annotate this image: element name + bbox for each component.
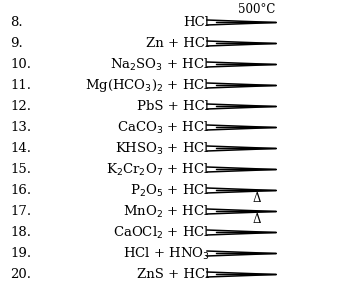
Text: 14.: 14. — [11, 142, 32, 155]
Text: HCl + HNO$_3$: HCl + HNO$_3$ — [123, 245, 209, 262]
Text: Δ: Δ — [253, 192, 261, 205]
Text: HCl: HCl — [183, 16, 209, 29]
Text: 13.: 13. — [11, 121, 32, 134]
Text: 15.: 15. — [11, 163, 32, 176]
Text: 500°C: 500°C — [238, 3, 276, 16]
Text: K$_2$Cr$_2$O$_7$ + HCl: K$_2$Cr$_2$O$_7$ + HCl — [106, 162, 209, 177]
Text: 11.: 11. — [11, 79, 32, 92]
Text: Zn + HCl: Zn + HCl — [146, 37, 209, 50]
Text: CaOCl$_2$ + HCl: CaOCl$_2$ + HCl — [113, 224, 209, 241]
Text: Δ: Δ — [253, 213, 261, 226]
Text: 9.: 9. — [11, 37, 23, 50]
Text: 19.: 19. — [11, 247, 32, 260]
Text: 17.: 17. — [11, 205, 32, 218]
Text: P$_2$O$_5$ + HCl: P$_2$O$_5$ + HCl — [130, 182, 209, 199]
Text: Mg(HCO$_3$)$_2$ + HCl: Mg(HCO$_3$)$_2$ + HCl — [85, 77, 209, 94]
Text: 18.: 18. — [11, 226, 32, 239]
Text: ZnS + HCl: ZnS + HCl — [137, 268, 209, 281]
Text: 12.: 12. — [11, 100, 32, 113]
Text: 16.: 16. — [11, 184, 32, 197]
Text: 20.: 20. — [11, 268, 32, 281]
Text: 10.: 10. — [11, 58, 32, 71]
Text: CaCO$_3$ + HCl: CaCO$_3$ + HCl — [117, 119, 209, 136]
Text: MnO$_2$ + HCl: MnO$_2$ + HCl — [123, 203, 209, 219]
Text: 8.: 8. — [11, 16, 23, 29]
Text: Na$_2$SO$_3$ + HCl: Na$_2$SO$_3$ + HCl — [110, 56, 209, 73]
Text: PbS + HCl: PbS + HCl — [137, 100, 209, 113]
Text: KHSO$_3$ + HCl: KHSO$_3$ + HCl — [115, 140, 209, 157]
